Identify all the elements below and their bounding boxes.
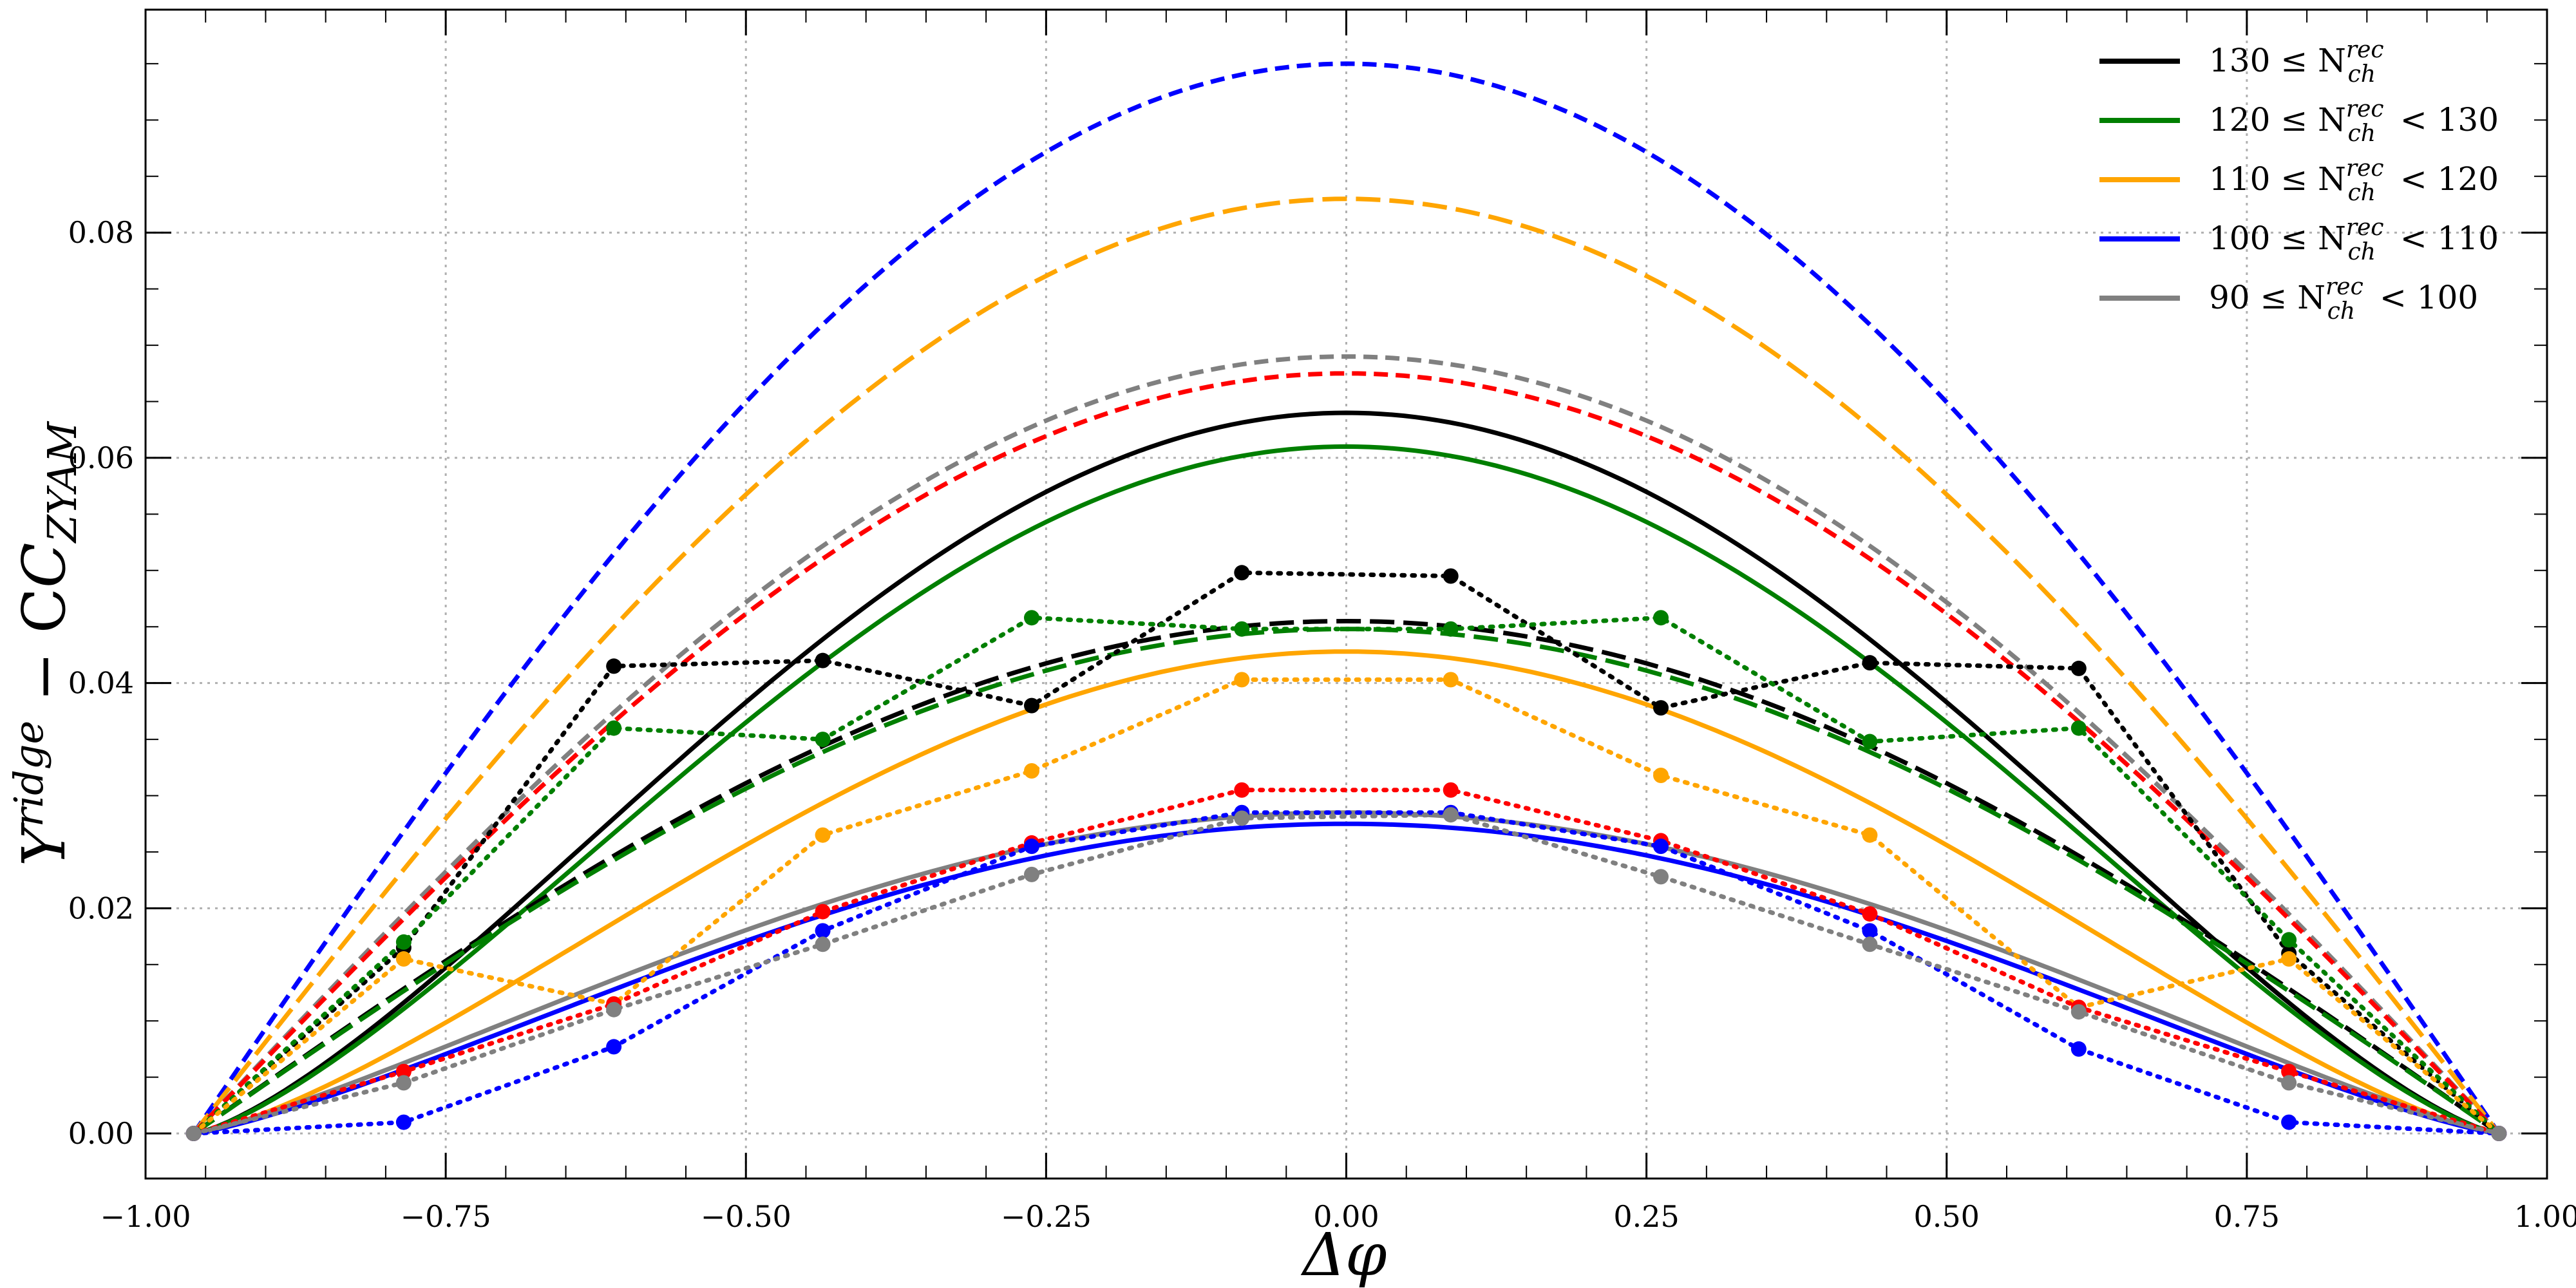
data-point [1443,782,1459,798]
data-point [2491,1126,2507,1142]
y-axis-label-sup: ridge [5,721,52,828]
data-series-line [191,810,2501,1136]
data-point [1862,827,1878,843]
fit-curve [191,196,2501,1135]
legend: 130 ≤ Nrec ch 120 ≤ Nrec ch < 130 110 ≤ Nrec… [2099,37,2499,325]
data-point [815,652,831,668]
ticks: −1.00 −0.75 −0.50 −0.25 0.00 0.25 0.50 0.75 1.00… [68,10,2576,1234]
data-point [606,1039,622,1055]
legend-entry: 130 ≤ Nrec ch [2209,37,2384,88]
y-tick-label: 0.00 [68,1116,134,1151]
data-point [1234,565,1250,581]
fit-curve [192,354,2501,1135]
data-point [1234,810,1250,826]
legend-entry: 120 ≤ Nrec ch < 130 [2209,96,2499,147]
data-point [1653,610,1669,626]
data-point [1862,936,1878,952]
x-tick-label: −1.00 [100,1199,191,1234]
data-point [1024,610,1040,626]
data-point [1862,906,1878,922]
data-point [606,1001,622,1018]
data-point [1443,568,1459,584]
data-point [395,1075,412,1091]
y-axis-label-c: C [10,542,79,587]
fit-curve [193,410,2500,1136]
data-point [1024,763,1040,779]
data-point [2281,1114,2297,1130]
data-series-line [191,615,2501,1136]
data-point [606,658,622,674]
y-axis-label-rest: − C [10,588,79,721]
data-point [395,951,412,967]
y-axis-label-main: Y [10,822,79,866]
data-point [2070,660,2087,676]
fit-curve [193,444,2500,1136]
data-point [815,827,831,843]
data-point [395,1114,412,1130]
y-tick-label: 0.04 [68,666,134,701]
x-axis-label: Δφ [1301,1220,1387,1288]
x-tick-label: 1.00 [2514,1199,2576,1234]
fit-curve [192,618,2501,1135]
data-point [815,732,831,748]
data-series-line [191,677,2501,1136]
data-point [1234,621,1250,637]
data-series-line [191,788,2501,1136]
y-tick-label: 0.08 [68,215,134,250]
grid [146,10,2547,1179]
fit-curve [192,627,2501,1135]
data-point [2070,1041,2087,1057]
legend-entry: 110 ≤ Nrec ch < 120 [2209,155,2499,206]
data-point [1443,807,1459,823]
x-tick-label: −0.25 [1001,1199,1092,1234]
data-point [1024,866,1040,882]
data-point [1443,672,1459,688]
x-tick-label: 0.25 [1613,1199,1679,1234]
x-tick-label: 0.75 [2214,1199,2280,1234]
data-point [606,720,622,736]
data-point [2281,932,2297,948]
data-point [815,923,831,939]
data-point [2070,720,2087,736]
data-point [1862,734,1878,750]
data-point [395,934,412,950]
data-point [1653,768,1669,784]
data-point [2281,1075,2297,1091]
legend-entry: 90 ≤ Nrec ch < 100 [2209,274,2478,325]
x-tick-label: −0.75 [401,1199,491,1234]
data-point [395,1063,412,1079]
point-layer [185,565,2507,1142]
data-point [2281,951,2297,967]
x-tick-label: 0.50 [1914,1199,1980,1234]
data-point [1653,700,1669,716]
data-point [1024,838,1040,855]
data-series-line [191,812,2501,1136]
y-tick-label: 0.02 [68,891,134,925]
data-point [1443,621,1459,637]
fit-curve [191,61,2501,1135]
data-point [2281,1063,2297,1079]
data-point [815,936,831,952]
fit-curve [193,649,2499,1136]
data-point [1234,672,1250,688]
data-point [1653,869,1669,885]
data-point [2070,1004,2087,1020]
data-point [1234,782,1250,798]
legend-entry: 100 ≤ Nrec ch < 110 [2209,214,2499,265]
x-tick-label: −0.50 [701,1199,791,1234]
y-axis-label-sub: ZYAM [39,421,86,544]
data-point [1862,923,1878,939]
data-point [1862,655,1878,671]
data-point [185,1126,202,1142]
data-point [1653,838,1669,855]
data-point [815,904,831,920]
y-tick-label: 0.06 [68,440,134,475]
y-axis-label: Yridge − CCZYAM [5,421,86,866]
fit-curve [193,821,2499,1136]
x-tick-label: 0.00 [1313,1199,1379,1234]
plot-frame [144,8,2548,1180]
data-point [1024,697,1040,714]
